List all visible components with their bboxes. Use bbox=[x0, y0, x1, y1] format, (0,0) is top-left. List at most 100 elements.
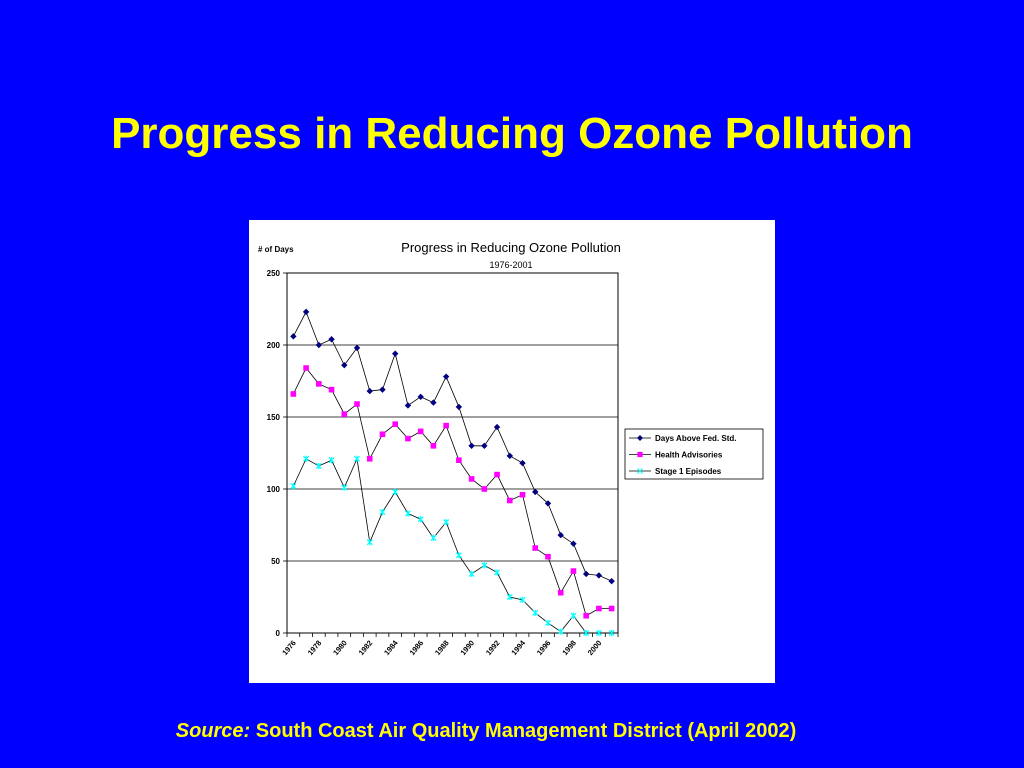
chart-legend: Days Above Fed. Std. Health Advisories Sta… bbox=[624, 428, 764, 480]
data-point-days-above-fed-std bbox=[442, 373, 450, 380]
data-point-days-above-fed-std bbox=[557, 531, 564, 539]
data-point-health-advisories bbox=[583, 612, 589, 619]
data-point-health-advisories bbox=[392, 421, 399, 427]
data-point-stage-1-episodes bbox=[570, 612, 577, 619]
data-point-days-above-fed-std bbox=[582, 570, 590, 578]
data-point-stage-1-episodes bbox=[430, 534, 437, 542]
data-point-stage-1-episodes bbox=[379, 508, 386, 516]
slide-title: Progress in Reducing Ozone Pollution bbox=[111, 109, 913, 158]
data-point-days-above-fed-std bbox=[455, 403, 463, 411]
data-point-stage-1-episodes bbox=[353, 455, 361, 462]
legend-label: Health Advisories bbox=[655, 451, 723, 460]
data-point-health-advisories bbox=[608, 605, 615, 612]
x-tick-label: 1982 bbox=[357, 639, 375, 658]
data-point-stage-1-episodes bbox=[481, 562, 488, 569]
x-tick-label: 1978 bbox=[306, 639, 324, 658]
data-point-days-above-fed-std bbox=[481, 442, 488, 449]
x-tick-label: 1992 bbox=[484, 639, 502, 658]
legend-label: Days Above Fed. Std. bbox=[655, 434, 737, 443]
data-point-stage-1-episodes bbox=[341, 484, 348, 491]
x-tick-label: 2000 bbox=[586, 639, 604, 658]
data-point-health-advisories bbox=[596, 605, 602, 612]
x-tick-label: 1984 bbox=[382, 638, 400, 657]
data-point-stage-1-episodes bbox=[392, 488, 399, 495]
data-point-days-above-fed-std bbox=[366, 387, 373, 395]
data-point-days-above-fed-std bbox=[506, 452, 513, 460]
data-point-health-advisories bbox=[506, 497, 513, 504]
data-point-health-advisories bbox=[290, 391, 297, 397]
data-point-health-advisories bbox=[366, 455, 373, 462]
data-point-stage-1-episodes bbox=[290, 483, 297, 490]
source-citation: Source: South Coast Air Quality Manageme… bbox=[0, 718, 972, 744]
y-tick-label: 200 bbox=[267, 341, 281, 350]
data-point-days-above-fed-std bbox=[404, 402, 412, 409]
data-point-days-above-fed-std bbox=[353, 344, 361, 352]
data-point-stage-1-episodes bbox=[404, 510, 411, 517]
data-point-stage-1-episodes bbox=[544, 619, 552, 627]
series-line-days-above-fed-std bbox=[293, 310, 612, 582]
chart-svg: Progress in Reducing Ozone Pollution 197… bbox=[258, 240, 764, 658]
x-tick-label: 1994 bbox=[509, 638, 527, 657]
data-point-health-advisories bbox=[417, 428, 424, 435]
plot-area: 0 50 100 150 200 250 1976 1978 1980 1982 1984 1986 1… bbox=[267, 269, 619, 658]
y-tick-label: 50 bbox=[271, 557, 280, 566]
series-line-stage-1-episodes bbox=[293, 457, 612, 634]
data-point-days-above-fed-std bbox=[532, 488, 539, 496]
data-point-health-advisories bbox=[456, 457, 462, 463]
chart-title: Progress in Reducing Ozone Pollution bbox=[401, 240, 621, 255]
data-point-days-above-fed-std bbox=[290, 333, 297, 340]
data-point-stage-1-episodes bbox=[315, 462, 322, 470]
data-point-stage-1-episodes bbox=[532, 609, 539, 616]
data-point-stage-1-episodes bbox=[455, 552, 462, 559]
x-tick-label: 1996 bbox=[535, 639, 553, 658]
chart-subtitle: 1976-2001 bbox=[489, 260, 532, 270]
data-point-days-above-fed-std bbox=[328, 336, 335, 343]
data-point-health-advisories bbox=[303, 365, 309, 371]
data-point-stage-1-episodes bbox=[468, 570, 475, 578]
data-point-health-advisories bbox=[557, 589, 564, 596]
x-tick-label: 1998 bbox=[560, 639, 578, 658]
data-point-health-advisories bbox=[494, 471, 500, 478]
y-axis-label: # of Days bbox=[258, 245, 294, 254]
data-point-health-advisories bbox=[341, 411, 348, 417]
data-point-stage-1-episodes bbox=[443, 519, 450, 526]
data-point-health-advisories bbox=[316, 381, 322, 387]
data-point-days-above-fed-std bbox=[595, 572, 603, 579]
data-point-days-above-fed-std bbox=[468, 442, 475, 449]
y-tick-label: 250 bbox=[267, 269, 281, 278]
x-tick-label: 1990 bbox=[459, 639, 477, 658]
legend-marker bbox=[637, 468, 643, 474]
data-point-stage-1-episodes bbox=[506, 593, 513, 601]
data-point-health-advisories bbox=[354, 401, 360, 407]
data-point-days-above-fed-std bbox=[417, 393, 424, 401]
data-point-days-above-fed-std bbox=[608, 577, 615, 585]
data-point-health-advisories bbox=[570, 568, 577, 574]
data-point-health-advisories bbox=[519, 491, 526, 498]
data-point-days-above-fed-std bbox=[430, 399, 437, 406]
legend-label: Stage 1 Episodes bbox=[655, 467, 722, 476]
data-point-health-advisories bbox=[532, 545, 539, 551]
chart-panel: Progress in Reducing Ozone Pollution 197… bbox=[249, 220, 775, 683]
data-point-health-advisories bbox=[328, 386, 335, 393]
y-tick-label: 0 bbox=[276, 629, 281, 638]
data-point-health-advisories bbox=[545, 553, 551, 560]
data-point-stage-1-episodes bbox=[303, 455, 310, 462]
data-point-stage-1-episodes bbox=[417, 516, 424, 523]
data-point-stage-1-episodes bbox=[595, 629, 602, 637]
data-point-stage-1-episodes bbox=[583, 629, 590, 637]
data-point-stage-1-episodes bbox=[494, 569, 501, 576]
y-tick-label: 100 bbox=[267, 485, 281, 494]
x-tick-label: 1988 bbox=[433, 639, 451, 658]
data-point-stage-1-episodes bbox=[366, 539, 373, 546]
legend-marker bbox=[637, 435, 643, 441]
data-point-health-advisories bbox=[379, 431, 386, 438]
series-line-health-advisories bbox=[293, 367, 612, 617]
data-point-days-above-fed-std bbox=[493, 423, 501, 431]
source-label: Source: bbox=[175, 720, 251, 742]
data-point-stage-1-episodes bbox=[608, 629, 615, 637]
y-tick-label: 150 bbox=[267, 413, 281, 422]
legend-marker bbox=[637, 451, 643, 458]
x-tick-label: 1976 bbox=[280, 639, 298, 658]
source-text: South Coast Air Quality Management Distr… bbox=[250, 720, 797, 742]
data-point-stage-1-episodes bbox=[328, 457, 335, 464]
